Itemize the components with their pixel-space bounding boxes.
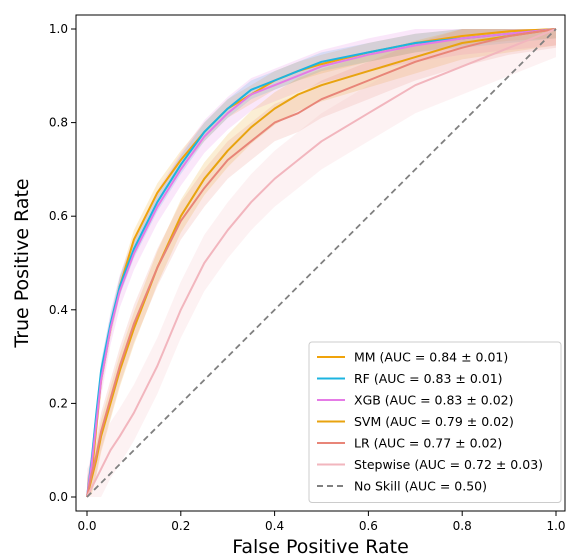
- band-series-2: [87, 29, 556, 497]
- y-tick-label: 0.6: [49, 209, 68, 223]
- y-tick-label: 0.0: [49, 490, 68, 504]
- plot-frame: [75, 14, 566, 512]
- x-tick-label: 1.0: [546, 519, 565, 533]
- y-tick-label: 0.8: [49, 116, 68, 130]
- band-series-5: [87, 29, 556, 497]
- line-series-3: [86, 28, 557, 498]
- legend: MM (AUC = 0.84 ± 0.01) RF (AUC = 0.83 ± 0…: [308, 341, 562, 503]
- x-tick-label: 0.8: [453, 519, 472, 533]
- confidence-bands: [87, 29, 556, 497]
- legend-box: [308, 341, 562, 503]
- x-tick-label: 0.0: [77, 519, 96, 533]
- x-tick-label: 0.4: [265, 519, 284, 533]
- line-series-1: [86, 28, 557, 498]
- legend-label: SVM (AUC = 0.79 ± 0.02): [354, 414, 514, 429]
- y-tick-label: 0.4: [49, 303, 68, 317]
- axis-ticks: 0.0 0.2 0.4 0.6 0.8 1.0 0.0 0.2 0.4 0.6 0.8 1.0: [49, 22, 566, 533]
- legend-label: XGB (AUC = 0.83 ± 0.02): [354, 393, 514, 408]
- series-lines: [86, 28, 557, 498]
- x-tick-label: 0.2: [171, 519, 190, 533]
- legend-label: MM (AUC = 0.84 ± 0.01): [354, 350, 508, 365]
- legend-label: RF (AUC = 0.83 ± 0.01): [354, 371, 503, 386]
- legend-label: LR (AUC = 0.77 ± 0.02): [354, 436, 502, 451]
- line-series-6: [86, 28, 557, 498]
- y-tick-label: 1.0: [49, 22, 68, 36]
- legend-label: No Skill (AUC = 0.50): [354, 479, 487, 494]
- y-axis-label: True Positive Rate: [11, 178, 33, 348]
- x-tick-label: 0.6: [359, 519, 378, 533]
- x-axis-label: False Positive Rate: [232, 536, 409, 558]
- line-series-2: [86, 28, 557, 498]
- line-series-5: [86, 28, 557, 498]
- line-series-4: [86, 28, 557, 498]
- legend-label: Stepwise (AUC = 0.72 ± 0.03): [354, 457, 543, 472]
- y-tick-label: 0.2: [49, 396, 68, 410]
